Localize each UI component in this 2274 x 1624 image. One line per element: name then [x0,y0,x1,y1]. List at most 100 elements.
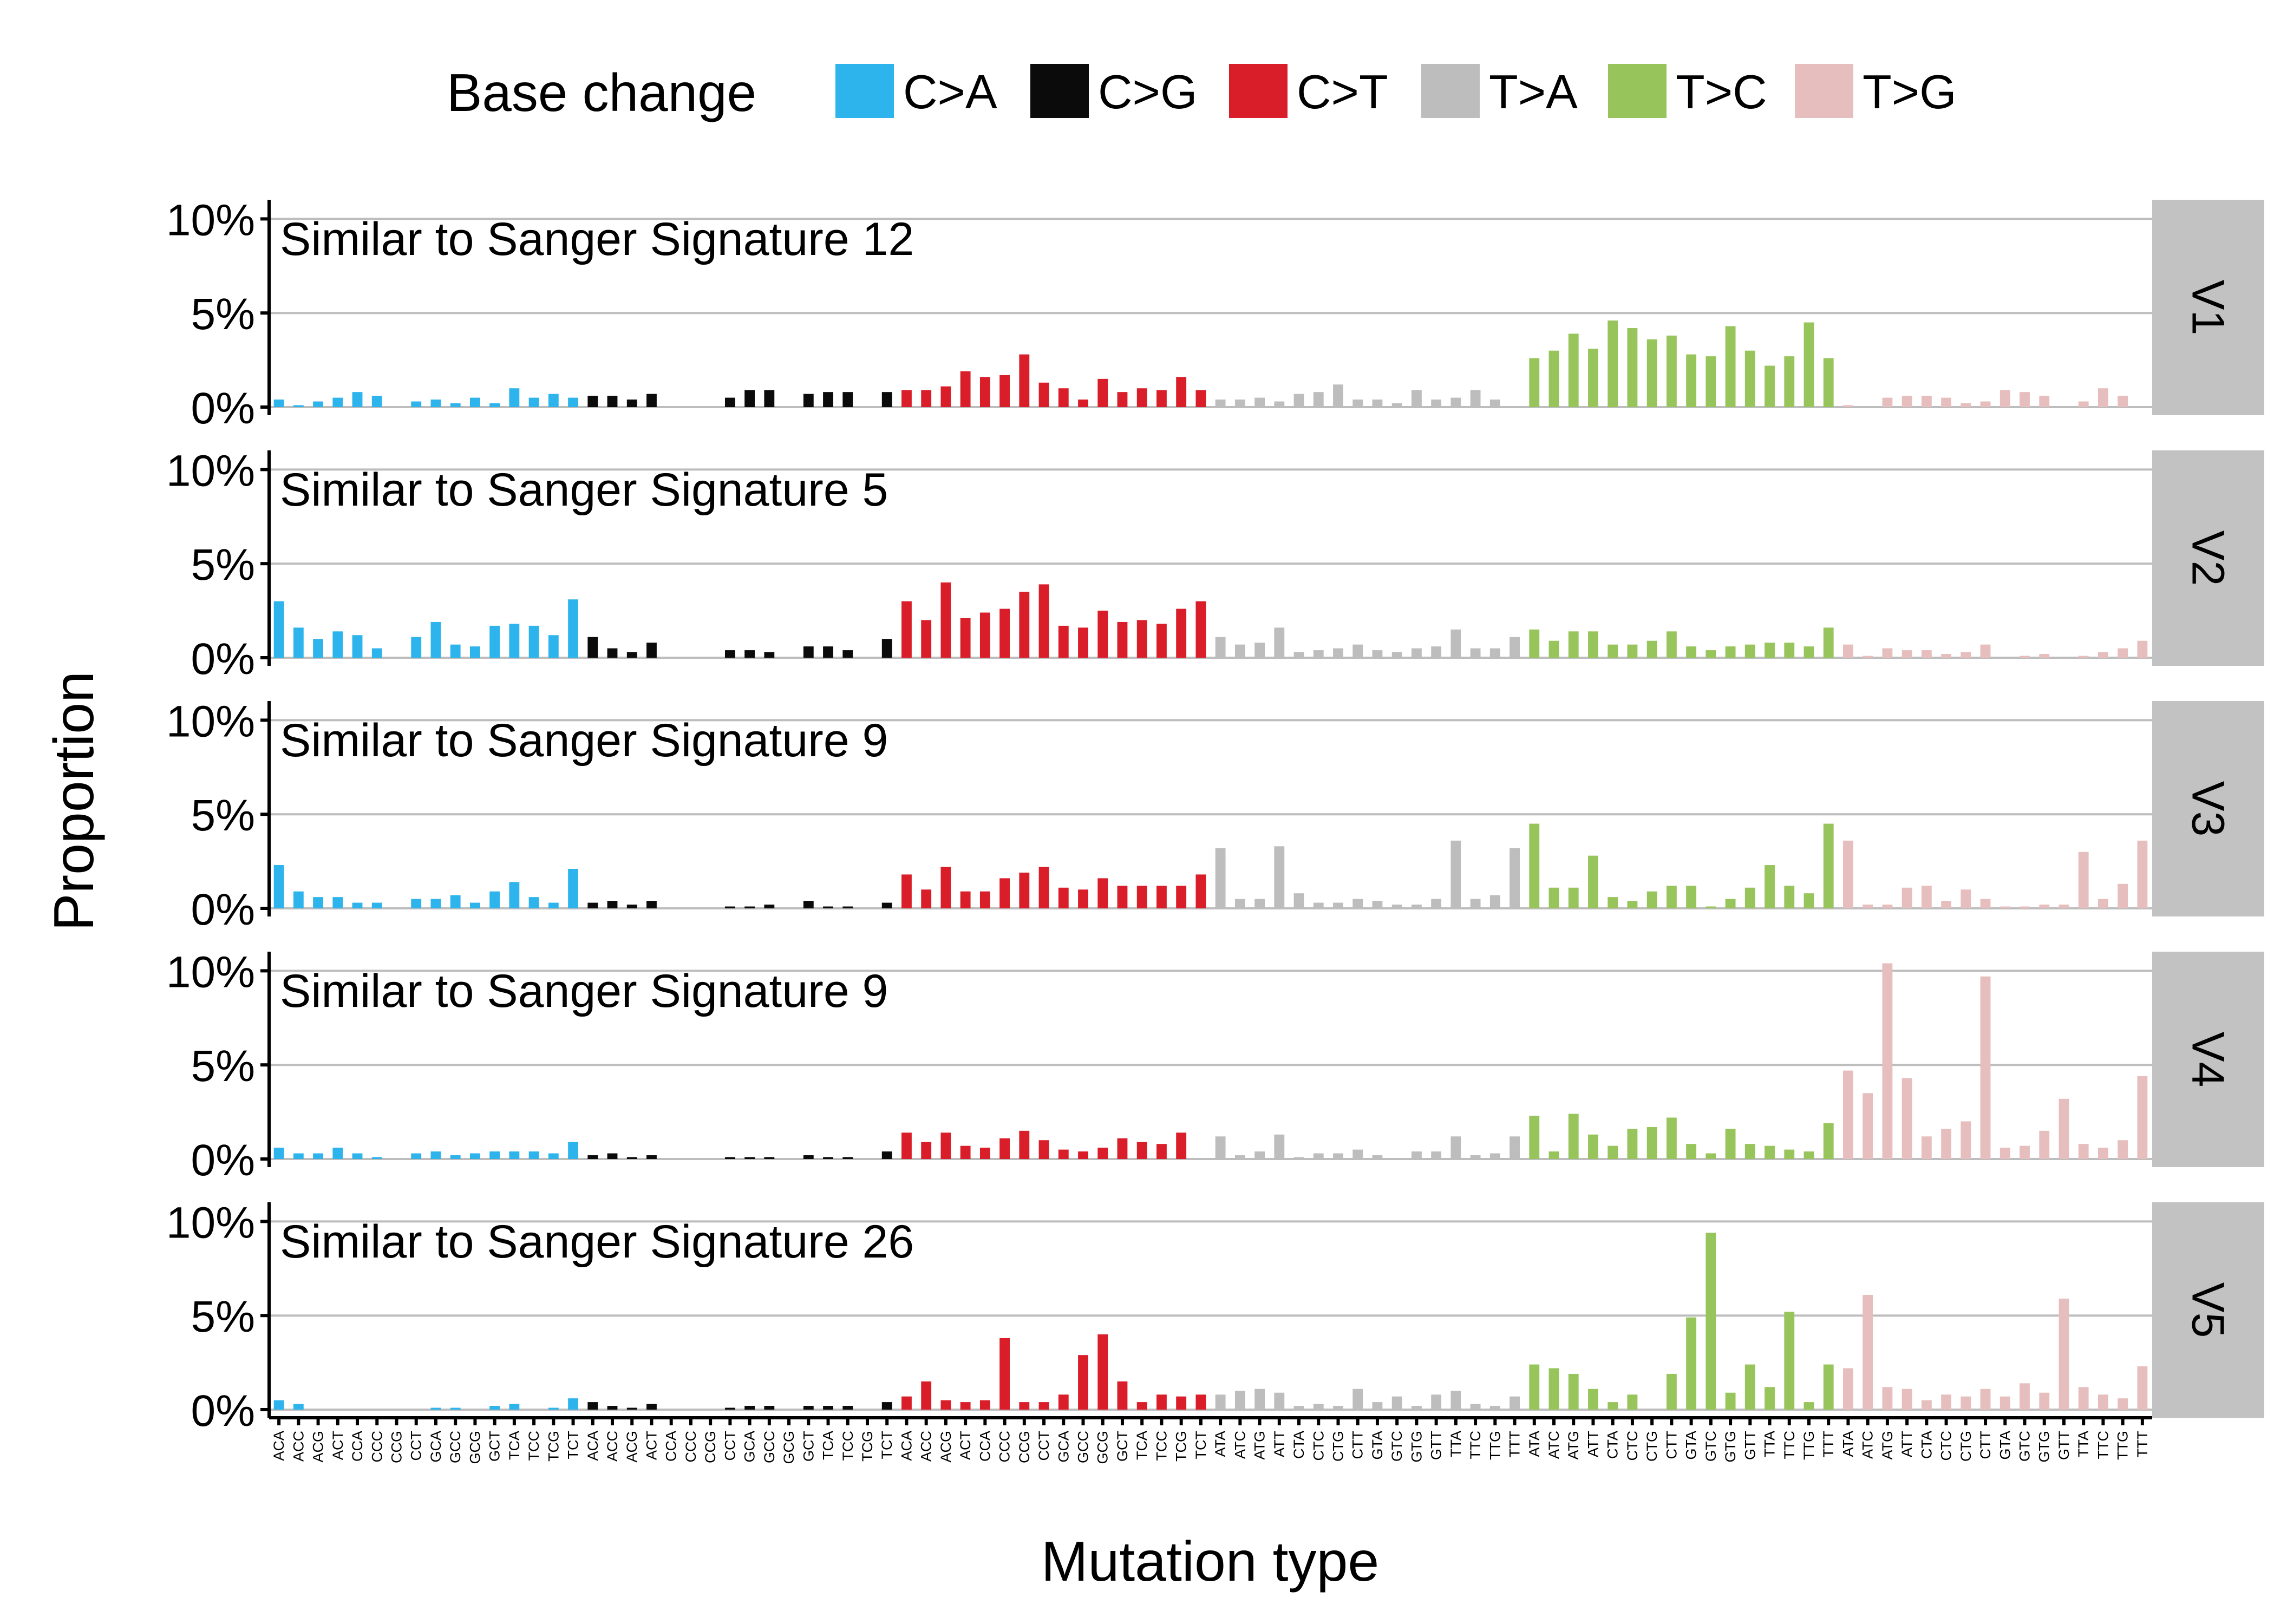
x-tick-label: CCA [349,1431,365,1462]
bar-V3-CCA [979,891,990,908]
bar-V3-GCC [764,905,775,908]
bar-V5-ACC [921,1381,932,1410]
x-tick-label: ATG [1565,1431,1582,1460]
bar-V2-GTG [2039,654,2050,658]
bar-V2-TCA [509,624,520,658]
x-tick-label: CTT [1350,1431,1366,1459]
bar-V1-TCA [1136,388,1147,407]
bar-V3-GCA [1058,887,1069,908]
bar-V3-TTT [2137,840,2148,908]
bar-V3-TTA [1765,865,1775,908]
bar-V4-ATC [1234,1155,1245,1159]
x-tick-label: TTT [2134,1431,2151,1457]
x-tick-label: GCA [742,1431,758,1463]
x-tick-label: CTC [1938,1431,1955,1461]
bar-V3-CTA [1921,886,1932,908]
legend-label: C>A [903,65,997,119]
bar-V1-GTG [1725,326,1736,407]
bar-V2-CTC [1627,644,1638,658]
bar-V3-ATC [1863,905,1873,908]
bar-V2-GTT [1744,644,1755,658]
x-tick-label: GCT [800,1431,816,1462]
bar-V3-GTC [1391,905,1402,908]
bar-V3-ATG [1254,899,1265,908]
bar-V5-ACA [587,1402,598,1410]
x-tick-label: GTT [2056,1431,2072,1460]
bar-V3-ATA [1843,840,1853,908]
bar-V4-TCA [823,1157,833,1159]
bar-V2-TTA [1450,629,1461,658]
y-tick-label: 0% [191,634,255,684]
bar-V3-ACC [607,901,618,908]
bar-V4-ATT [1274,1134,1285,1159]
bar-V1-TCT [1195,390,1206,407]
bar-V3-CTT [1980,899,1991,908]
panel-title: Similar to Sanger Signature 9 [280,715,888,767]
bar-V5-CTC [1941,1394,1952,1410]
strip-background [2152,701,2264,916]
bar-V4-CCA [352,1153,363,1159]
bar-V3-CTG [1961,889,1971,908]
bar-V1-TTA [1450,397,1461,407]
y-tick-label: 5% [191,1042,255,1091]
bar-V2-GTA [1372,650,1383,658]
bar-V3-TCG [548,902,559,908]
bar-V5-GCA [1058,1394,1069,1410]
bar-V4-GCA [1058,1149,1069,1159]
bar-V4-CTG [1646,1127,1657,1159]
legend-swatch [1421,64,1480,118]
bar-V1-TCC [1156,390,1167,407]
x-tick-label: CTC [1624,1431,1641,1461]
bar-V5-GCT [803,1406,814,1410]
bar-V5-GTA [1372,1402,1383,1410]
bar-V1-GTA [1999,390,2010,407]
bar-V1-GCA [430,400,441,407]
bar-V3-ACC [921,889,932,908]
bar-V4-ACG [940,1132,951,1159]
bar-V2-TCA [1136,620,1147,658]
bar-V5-ATG [1254,1389,1265,1410]
strip-background [2152,200,2264,415]
y-tick-label: 10% [166,1198,255,1247]
bar-V4-ACG [313,1153,323,1159]
bar-V3-ACG [626,905,637,908]
bar-V5-TCG [1176,1396,1187,1410]
y-axis-title: Proportion [43,671,106,931]
x-tick-label: ATT [1271,1431,1288,1457]
bar-V3-CTC [1627,901,1638,908]
bar-V4-GTC [1706,1153,1716,1159]
bar-V2-ATG [1254,643,1265,658]
bar-V1-GCG [469,397,480,407]
bar-V3-GTG [1725,899,1736,908]
y-tick-label: 0% [191,1386,255,1436]
bar-V5-CTG [1333,1406,1343,1410]
bar-V4-CTA [1608,1145,1618,1159]
bar-V2-TTG [1489,648,1500,658]
x-tick-label: TCA [820,1431,837,1460]
bar-V2-ACA [587,637,598,658]
x-tick-label: ATG [1252,1431,1268,1460]
bar-V4-TCA [1136,1142,1147,1159]
bar-V3-ATC [1548,887,1559,908]
bar-V4-ACT [332,1148,343,1159]
bar-V2-TTC [1470,648,1481,658]
bar-V4-GTA [1372,1155,1383,1159]
bar-V3-GCT [1117,886,1128,908]
bar-V4-GTC [2020,1145,2030,1159]
bar-V2-GCC [1078,627,1088,658]
bar-V3-ATT [1274,846,1285,908]
bar-V1-TTT [1823,358,1834,407]
x-tick-label: CTC [1310,1431,1327,1461]
bar-V1-GCC [450,403,461,407]
bar-V4-CCT [411,1153,422,1159]
bar-V3-GCT [803,901,814,908]
bar-V1-ACC [293,405,304,407]
bar-V1-ATT [1588,349,1598,407]
bar-V1-ACC [607,396,618,407]
x-tick-label: ATA [1840,1431,1856,1457]
bar-V2-CCC [999,608,1010,658]
bar-V2-ATT [1274,627,1285,658]
bar-V1-ATC [1548,350,1559,407]
bar-V4-GCC [1078,1151,1088,1159]
x-tick-label: TTC [1467,1431,1484,1459]
